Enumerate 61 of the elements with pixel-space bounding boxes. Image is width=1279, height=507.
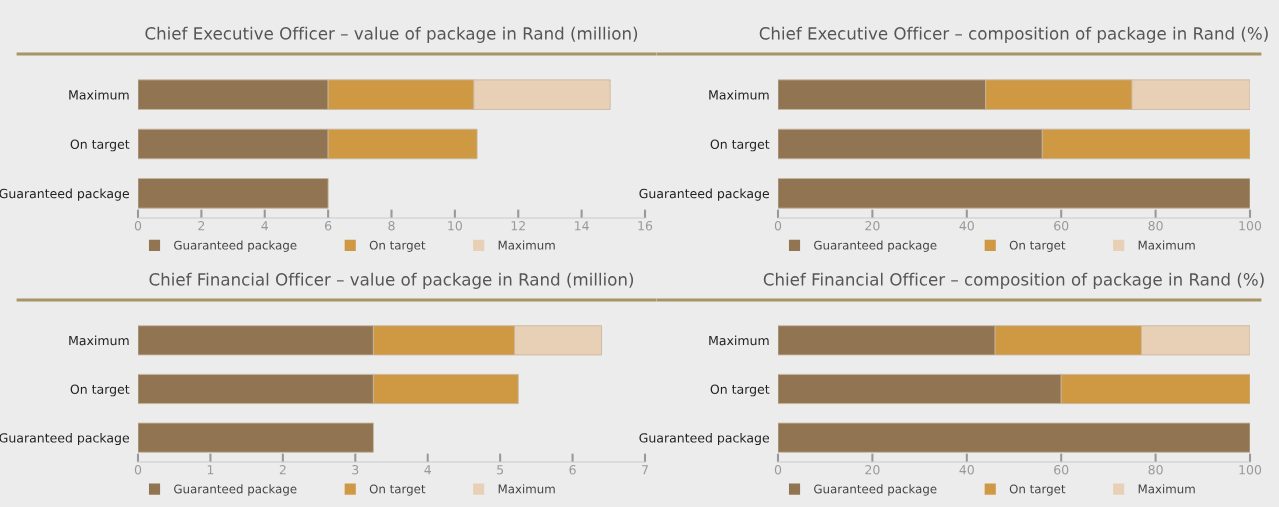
x-tick-label: 0 — [774, 221, 782, 231]
y-tick-label: On target — [710, 384, 770, 397]
y-tick-label: Guaranteed package — [639, 188, 769, 201]
x-tick-label: 5 — [497, 465, 504, 475]
legend-label: On target — [369, 484, 426, 496]
x-tick-label: 40 — [959, 221, 974, 231]
x-tick-label: 3 — [352, 465, 359, 475]
x-tick-label: 80 — [1148, 221, 1163, 231]
y-tick-label: On target — [70, 384, 130, 397]
x-tick-label: 0 — [134, 221, 142, 231]
y-tick-label: Maximum — [709, 89, 769, 100]
legend-label: On target — [1009, 240, 1066, 252]
bar — [778, 422, 1250, 453]
y-tick-label: Maximum — [709, 335, 769, 346]
legend-label: Maximum — [1138, 240, 1195, 250]
x-tick-label: 60 — [1054, 221, 1069, 231]
y-tick-label: Guaranteed package — [0, 188, 129, 201]
x-tick-label: 10 — [448, 221, 462, 231]
x-tick-label: 0 — [774, 465, 782, 475]
legend-label: Guaranteed package — [174, 484, 297, 496]
x-tick-label: 1 — [207, 465, 214, 475]
legend-label: Maximum — [1138, 484, 1195, 494]
chart-title: Chief Financial Officer – value of package in Rand (million) — [149, 272, 634, 289]
x-tick-label: 60 — [1054, 465, 1069, 475]
x-tick-label: 2 — [279, 465, 286, 475]
x-tick-label: 7 — [642, 465, 648, 475]
x-tick-label: 6 — [569, 465, 576, 475]
legend-label: Guaranteed package — [814, 484, 937, 496]
x-tick-label: 16 — [638, 221, 653, 231]
y-tick-label: Guaranteed package — [0, 432, 129, 446]
x-tick-label: 8 — [388, 221, 395, 231]
legend-label: On target — [369, 240, 426, 252]
x-tick-label: 20 — [865, 465, 880, 475]
legend-label: Guaranteed package — [174, 240, 297, 252]
x-tick-label: 4 — [424, 465, 431, 475]
x-tick-label: 100 — [1239, 465, 1262, 475]
x-tick-label: 80 — [1148, 465, 1163, 475]
legend-label: On target — [1009, 484, 1066, 496]
y-tick-label: On target — [710, 139, 770, 152]
x-tick-label: 40 — [959, 465, 974, 475]
y-tick-label: Guaranteed package — [639, 432, 769, 446]
chart-title: Chief Executive Officer – value of package in Rand (million) — [145, 26, 638, 43]
y-tick-label: Maximum — [69, 335, 129, 346]
bar — [138, 422, 374, 453]
chart-title: Chief Executive Officer – composition of package in Rand (%) — [759, 26, 1268, 43]
y-tick-label: On target — [70, 139, 130, 152]
chart-title: Chief Financial Officer – composition of package in Rand (%) — [763, 272, 1264, 289]
x-tick-label: 100 — [1239, 221, 1262, 231]
x-tick-label: 6 — [325, 221, 332, 231]
x-tick-label: 14 — [575, 221, 589, 231]
bar — [778, 178, 1250, 209]
x-tick-label: 2 — [198, 221, 205, 231]
bar — [138, 178, 329, 209]
legend-label: Maximum — [498, 240, 555, 250]
legend-label: Guaranteed package — [814, 240, 937, 252]
x-tick-label: 20 — [865, 221, 880, 231]
x-tick-label: 12 — [511, 221, 525, 231]
x-tick-label: 4 — [261, 221, 269, 231]
legend-label: Maximum — [498, 484, 555, 494]
y-tick-label: Maximum — [69, 89, 129, 100]
x-tick-label: 0 — [134, 465, 142, 475]
